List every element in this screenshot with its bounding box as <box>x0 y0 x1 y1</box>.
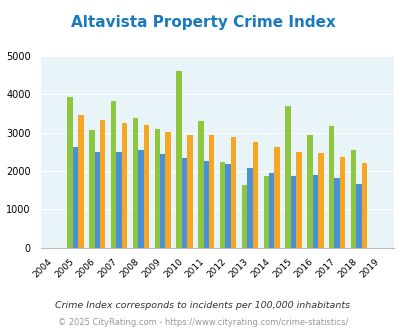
Bar <box>72 147 78 248</box>
Bar <box>78 115 83 248</box>
Bar <box>220 162 225 248</box>
Bar <box>339 157 345 248</box>
Bar <box>285 106 290 248</box>
Bar <box>350 150 355 248</box>
Bar <box>274 147 279 248</box>
Bar <box>187 135 192 248</box>
Bar <box>116 152 121 248</box>
Bar <box>334 178 339 248</box>
Bar <box>209 135 214 248</box>
Bar <box>361 163 366 248</box>
Bar <box>225 164 230 248</box>
Bar <box>328 126 334 248</box>
Bar <box>241 185 247 248</box>
Text: Altavista Property Crime Index: Altavista Property Crime Index <box>70 15 335 30</box>
Bar <box>181 158 187 248</box>
Bar <box>355 184 361 248</box>
Bar <box>160 154 165 248</box>
Bar <box>247 168 252 248</box>
Bar <box>143 125 149 248</box>
Bar <box>252 142 258 248</box>
Bar <box>94 152 100 248</box>
Bar <box>203 161 209 248</box>
Bar <box>132 118 138 248</box>
Text: © 2025 CityRating.com - https://www.cityrating.com/crime-statistics/: © 2025 CityRating.com - https://www.city… <box>58 318 347 327</box>
Bar <box>122 123 127 248</box>
Bar <box>198 121 203 248</box>
Bar <box>138 150 143 248</box>
Bar <box>165 132 171 248</box>
Bar <box>230 137 236 248</box>
Bar <box>154 129 160 248</box>
Bar <box>269 173 274 248</box>
Bar <box>290 176 296 248</box>
Bar <box>89 130 94 248</box>
Legend: Altavista, Virginia, National: Altavista, Virginia, National <box>85 326 348 330</box>
Bar <box>296 152 301 248</box>
Text: Crime Index corresponds to incidents per 100,000 inhabitants: Crime Index corresponds to incidents per… <box>55 301 350 310</box>
Bar <box>263 176 269 248</box>
Bar <box>111 101 116 248</box>
Bar <box>67 97 72 248</box>
Bar <box>100 120 105 248</box>
Bar <box>317 153 323 248</box>
Bar <box>307 135 312 248</box>
Bar <box>312 175 317 248</box>
Bar <box>176 71 181 248</box>
